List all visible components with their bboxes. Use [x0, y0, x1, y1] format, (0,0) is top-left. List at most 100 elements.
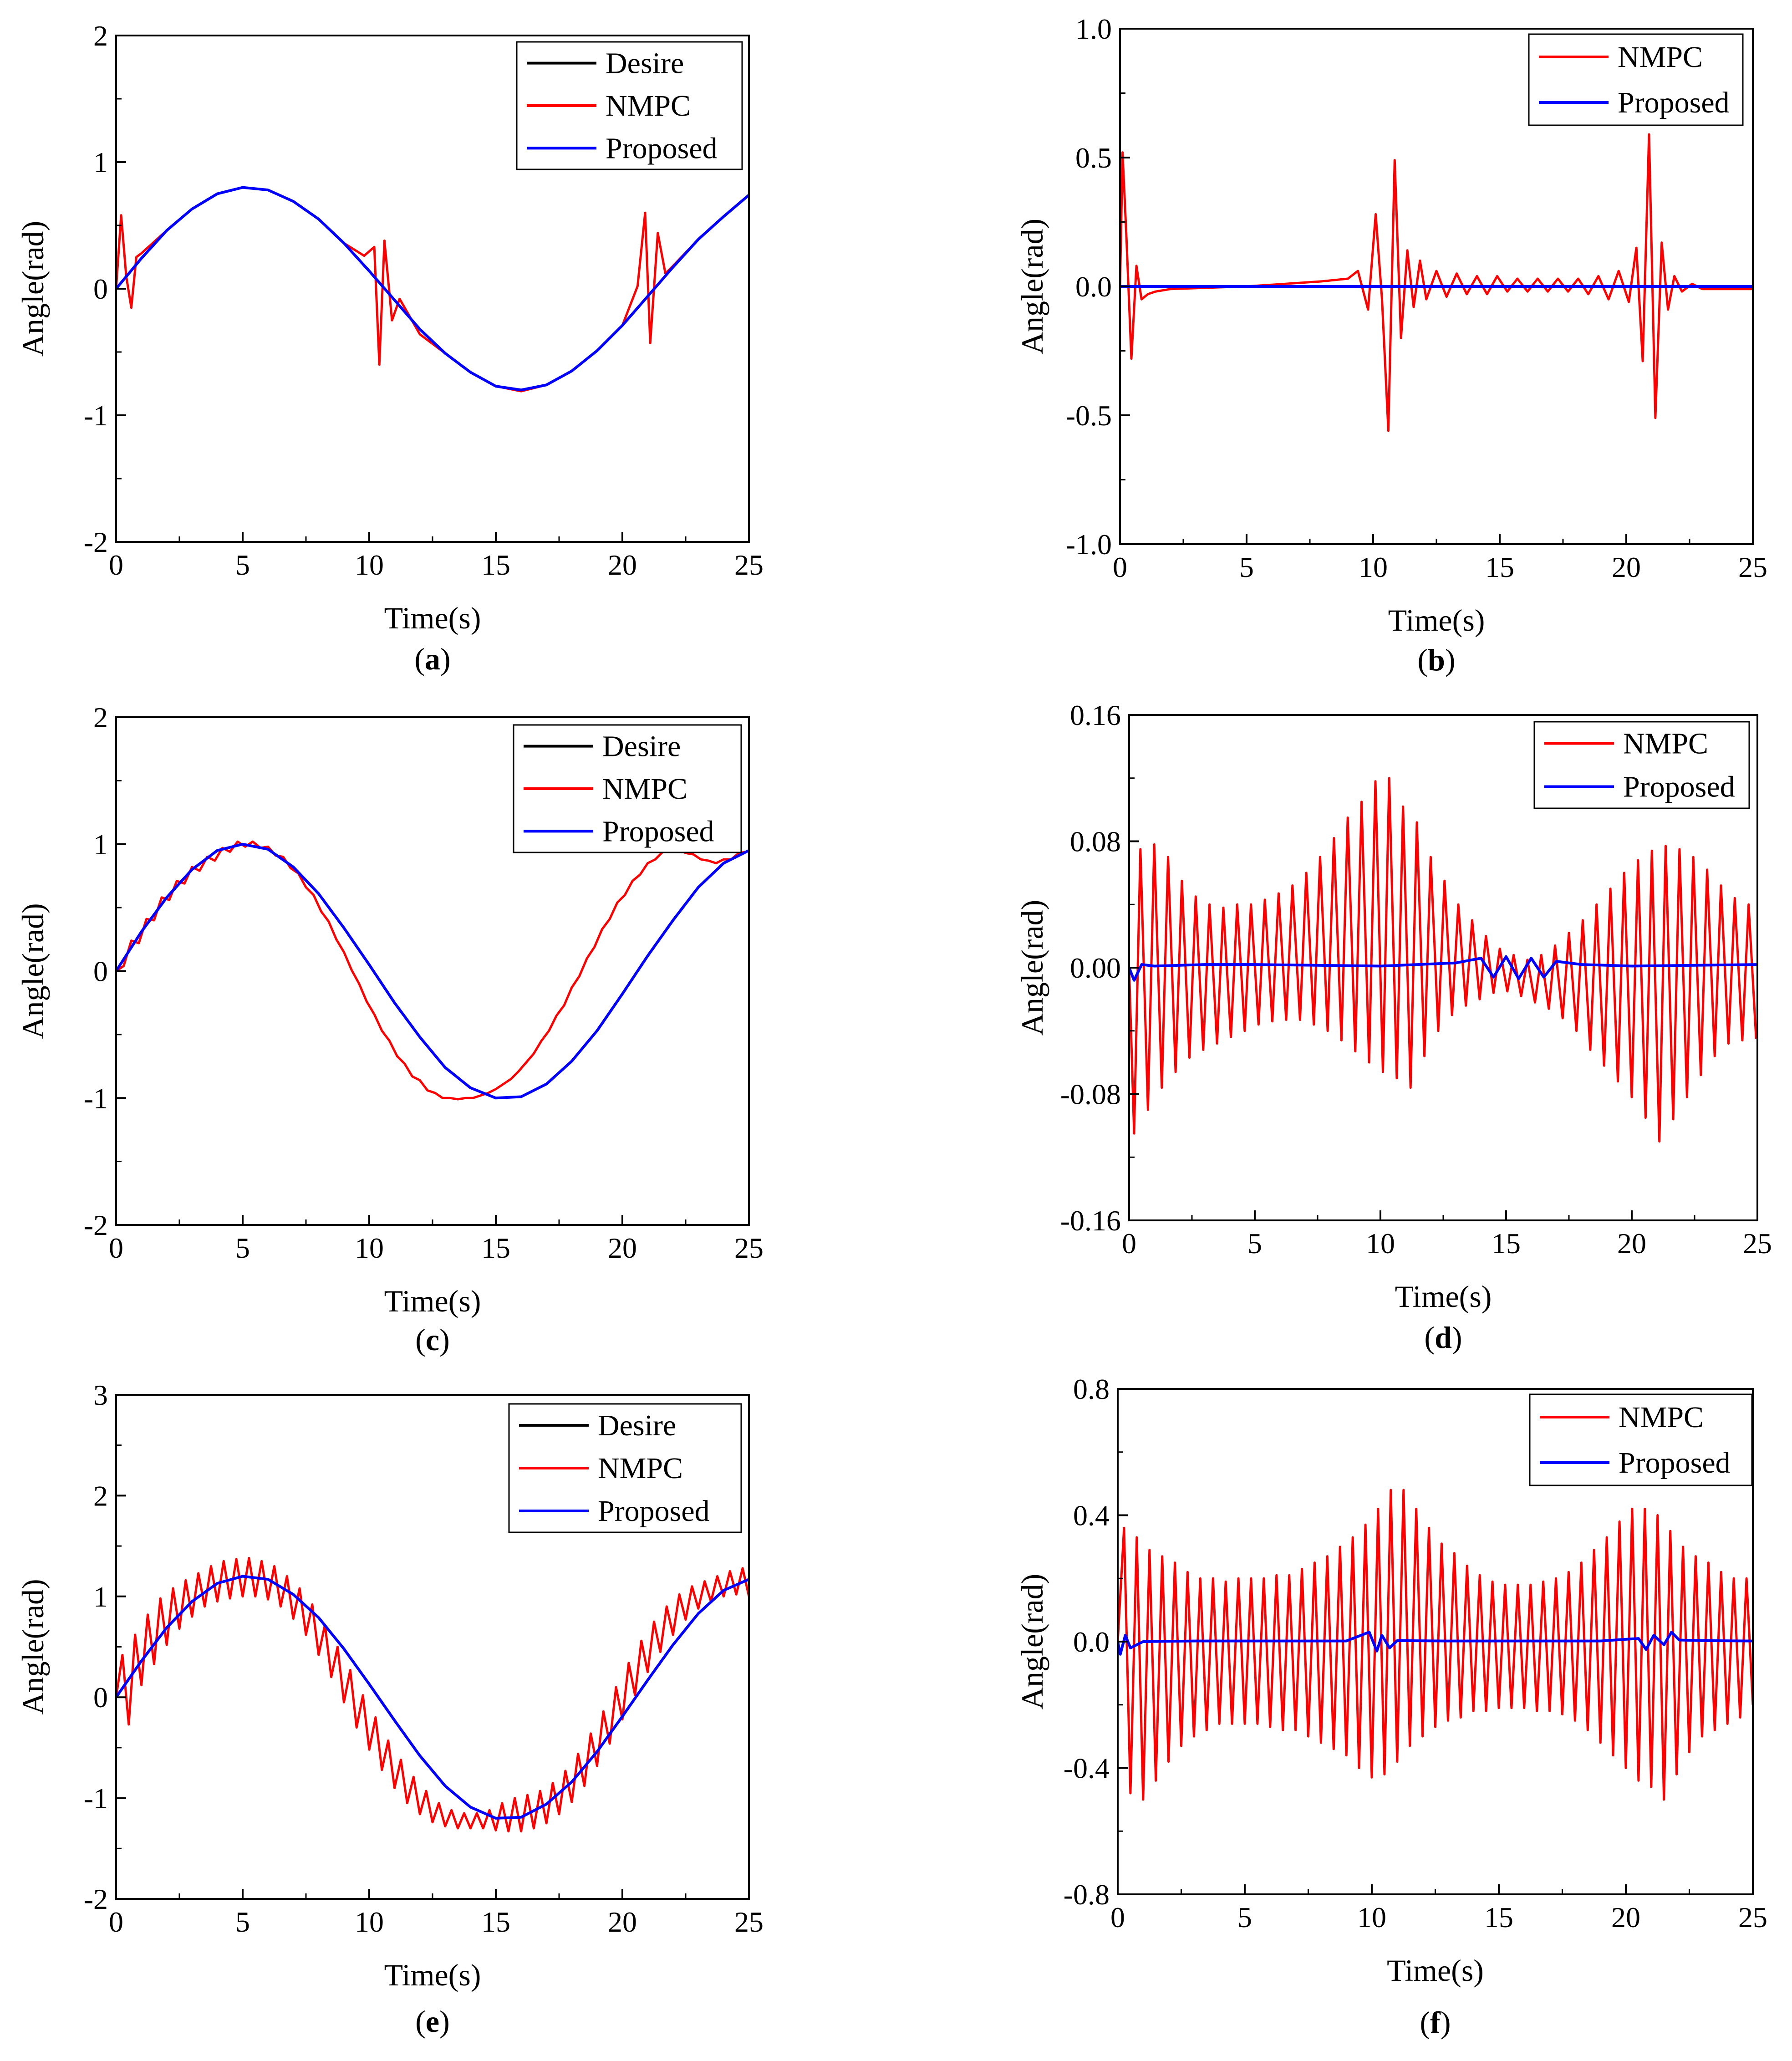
y-tick-label: -0.8: [1064, 1878, 1110, 1911]
panel-caption: (e): [415, 2004, 450, 2039]
y-tick-label: 0.5: [1075, 142, 1112, 174]
series-line-proposed: [116, 1575, 749, 1820]
x-tick-label: 15: [1484, 1901, 1513, 1933]
legend-box: [1528, 33, 1744, 126]
caption-letter: a: [425, 642, 440, 676]
legend: Desire NMPC Proposed: [513, 724, 742, 853]
x-tick-label: 0: [1110, 1901, 1125, 1933]
chart-panel-e: 0 5 10 15 20 25 -2 -1 0 1 2 3 Time(s) Angle(rad) Desir…: [15, 1379, 764, 2039]
y-tick-label: 0.0: [1075, 270, 1112, 303]
x-axis-title: Time(s): [384, 601, 481, 635]
caption-open-paren: (: [1417, 643, 1428, 677]
y-tick-label: -1: [84, 1782, 108, 1815]
x-tick-label: 20: [608, 1232, 637, 1264]
x-tick-label: 0: [1122, 1227, 1136, 1260]
legend-label-desire: Desire: [598, 1409, 676, 1442]
y-tick-label: 0.8: [1073, 1373, 1110, 1405]
series-line-proposed: [1118, 1631, 1753, 1656]
legend-label-nmpc: NMPC: [602, 772, 687, 806]
caption-close-paren: ): [1445, 643, 1456, 677]
y-tick-label: 0.0: [1073, 1626, 1110, 1658]
x-tick-label: 15: [481, 1232, 510, 1264]
x-tick-label: 20: [1612, 551, 1641, 583]
y-tick-label: -0.16: [1060, 1204, 1121, 1237]
x-tick-label: 5: [1237, 1901, 1252, 1933]
caption-close-paren: ): [439, 2004, 450, 2039]
y-tick-label: 1: [93, 146, 108, 179]
legend-label-proposed: Proposed: [1619, 1446, 1731, 1479]
x-axis-title: Time(s): [384, 1284, 481, 1318]
x-tick-label: 25: [734, 1906, 764, 1938]
legend: Desire NMPC Proposed: [508, 1403, 742, 1533]
panel-caption: (f): [1420, 2005, 1451, 2040]
y-axis-title: Angle(rad): [1015, 1574, 1049, 1709]
x-tick-label: 5: [235, 549, 250, 581]
series-line-proposed: [116, 842, 749, 1100]
panel-caption: (b): [1417, 643, 1455, 677]
x-tick-label: 5: [235, 1906, 250, 1938]
caption-letter: e: [426, 2004, 439, 2039]
y-axis-title: Angle(rad): [15, 221, 50, 357]
x-tick-label: 25: [1743, 1227, 1772, 1260]
x-tick-label: 10: [355, 1232, 384, 1264]
chart-panel-d: 0 5 10 15 20 25 -0.16 -0.08 0.00 0.08 0.16 Time(s) A…: [1015, 699, 1772, 1355]
chart-panel-f: 0 5 10 15 20 25 -0.8 -0.4 0.0 0.4 0.8 Time(s) Angle(…: [1015, 1373, 1767, 2040]
caption-letter: d: [1435, 1320, 1452, 1355]
x-tick-label: 0: [1113, 551, 1127, 583]
series-line-nmpc: [116, 1557, 749, 1833]
caption-close-paren: ): [1441, 2005, 1451, 2040]
x-tick-label: 0: [109, 1232, 123, 1264]
legend-label-proposed: Proposed: [1623, 770, 1735, 804]
x-tick-label: 10: [1366, 1227, 1395, 1260]
x-axis-title: Time(s): [1395, 1279, 1492, 1314]
caption-open-paren: (: [415, 1322, 426, 1357]
caption-close-paren: ): [439, 1322, 450, 1357]
y-tick-label: 2: [93, 1479, 108, 1512]
caption-close-paren: ): [1452, 1320, 1462, 1355]
legend-label-proposed: Proposed: [598, 1495, 710, 1528]
legend-label-desire: Desire: [606, 47, 684, 80]
legend: NMPC Proposed: [1528, 33, 1744, 126]
caption-letter: c: [426, 1322, 439, 1357]
x-tick-label: 0: [109, 549, 123, 581]
x-tick-label: 25: [734, 549, 764, 581]
x-tick-label: 20: [1617, 1227, 1646, 1260]
x-tick-label: 25: [1738, 551, 1767, 583]
y-tick-label: 1.0: [1075, 13, 1112, 45]
x-tick-label: 5: [235, 1232, 250, 1264]
caption-close-paren: ): [440, 642, 451, 676]
y-axis-title: Angle(rad): [15, 903, 50, 1039]
y-tick-label: 0.4: [1073, 1500, 1110, 1532]
y-tick-label: 2: [93, 701, 108, 734]
series-line-desire: [116, 1575, 749, 1820]
legend-label-proposed: Proposed: [606, 132, 718, 165]
caption-letter: b: [1428, 643, 1445, 677]
chart-panel-b: 0 5 10 15 20 25 -1.0 -0.5 0.0 0.5 1.0 Time(s) Angle(…: [1015, 13, 1767, 677]
y-tick-label: 0: [93, 955, 108, 988]
legend: Desire NMPC Proposed: [516, 41, 743, 170]
series-line-nmpc: [1120, 133, 1753, 432]
x-tick-label: 10: [1357, 1901, 1386, 1933]
y-axis-title: Angle(rad): [1015, 900, 1049, 1036]
y-tick-label: -1: [84, 1082, 108, 1114]
y-tick-label: -1.0: [1066, 528, 1112, 561]
y-tick-label: -0.5: [1066, 399, 1112, 432]
x-tick-label: 20: [608, 549, 637, 581]
legend-box: [1529, 1393, 1753, 1486]
y-tick-label: 0.16: [1070, 699, 1121, 731]
legend-label-desire: Desire: [602, 730, 681, 763]
y-tick-label: -0.08: [1060, 1078, 1121, 1111]
x-tick-label: 15: [1492, 1227, 1521, 1260]
y-tick-label: 1: [93, 1581, 108, 1613]
x-axis-title: Time(s): [384, 1958, 481, 1992]
series-line-nmpc: [1118, 1489, 1753, 1801]
caption-open-paren: (: [1420, 2005, 1431, 2040]
y-tick-label: 1: [93, 828, 108, 861]
series-line-proposed: [1129, 955, 1757, 982]
chart-panel-c: 0 5 10 15 20 25 -2 -1 0 1 2 Time(s) Angle(rad) Desire…: [15, 701, 764, 1357]
legend: NMPC Proposed: [1533, 721, 1750, 809]
x-tick-label: 15: [481, 549, 510, 581]
chart-panel-a: 0 5 10 15 20 25 -2 -1 0 1 2 Time(s) Angle(rad) Desire…: [15, 20, 764, 676]
x-axis-title: Time(s): [1388, 603, 1485, 638]
x-tick-label: 0: [109, 1906, 123, 1938]
